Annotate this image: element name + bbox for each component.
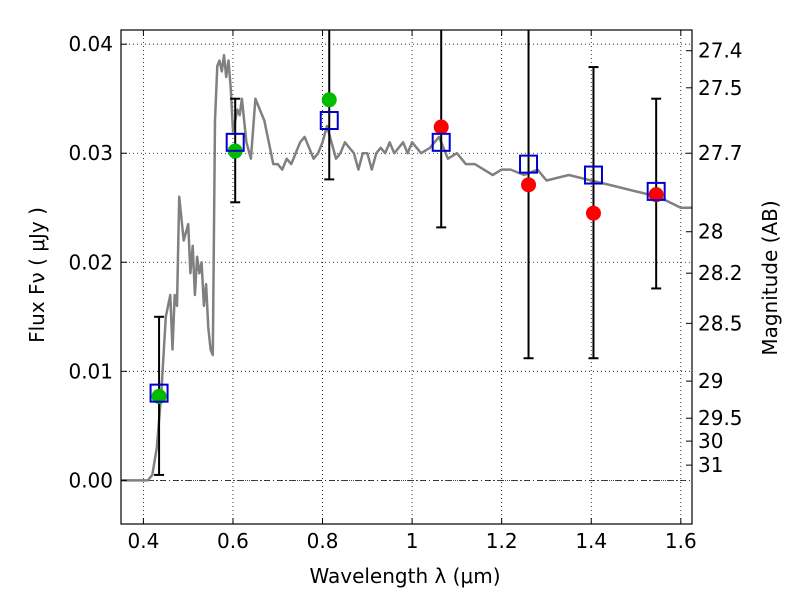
model-photometry-marker [519, 154, 539, 174]
y2-tick-label: 29 [698, 369, 723, 393]
y-tick-label: 0.02 [68, 250, 113, 274]
model-photometry-marker [646, 181, 666, 201]
y2-tick-label: 30 [698, 429, 723, 453]
x-axis-label: Wavelength λ (μm) [309, 564, 500, 588]
model-spectrum-line [121, 53, 692, 482]
y-tick-label: 0.03 [68, 141, 113, 165]
data-point [521, 177, 537, 193]
y-axis-label: Flux Fν ( μJy ) [25, 207, 49, 343]
x-tick-label: 1.2 [486, 529, 518, 553]
y2-tick-label: 28 [698, 220, 723, 244]
x-tick-label: 0.4 [127, 529, 159, 553]
x-tick-label: 0.8 [307, 529, 339, 553]
grid-layer [121, 30, 692, 524]
y2-axis-label: Magnitude (AB) [758, 200, 782, 355]
data-point [585, 205, 601, 221]
axes-layer: 0.4 0.6 0.8 1 1.2 1.4 1.6 0.00 0.01 0.02 0.03 0.04 2… [68, 29, 743, 553]
model-photometry-marker [583, 165, 603, 185]
y2-tick-label: 27.4 [698, 39, 743, 63]
model-photometry-marker [225, 132, 245, 152]
data-point [433, 119, 449, 135]
y2-tick-label: 29.5 [698, 406, 743, 430]
model-photometry-marker [149, 383, 169, 403]
x-tick-label: 1 [406, 529, 419, 553]
plot-frame [120, 29, 693, 525]
y-tick-label: 0.01 [68, 359, 113, 383]
x-tick-label: 1.6 [665, 529, 697, 553]
model-photometry-marker [431, 132, 451, 152]
model-photometry-marker [319, 111, 339, 131]
y2-tick-label: 27.5 [698, 76, 743, 100]
x-tick-label: 0.6 [217, 529, 249, 553]
data-point [648, 187, 664, 203]
y-tick-label: 0.00 [68, 468, 113, 492]
y2-tick-label: 28.5 [698, 311, 743, 335]
data-point [151, 388, 167, 404]
y2-tick-label: 27.7 [698, 141, 743, 165]
y-tick-label: 0.04 [68, 32, 113, 56]
data-point [321, 92, 337, 108]
series-layer [121, 30, 692, 482]
y2-tick-label: 28.2 [698, 261, 743, 285]
x-tick-label: 1.4 [575, 529, 607, 553]
y2-tick-label: 31 [698, 453, 723, 477]
